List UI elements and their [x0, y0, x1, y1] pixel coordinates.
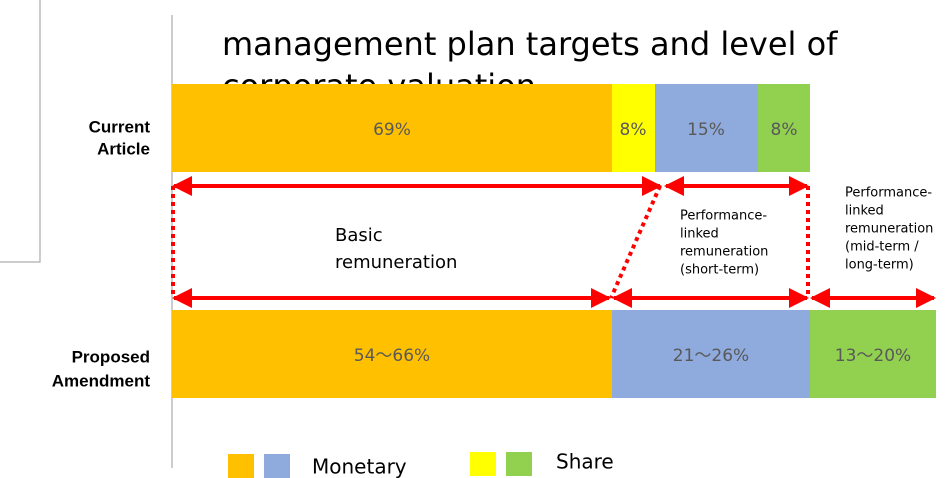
segment-label: 8%	[771, 120, 798, 140]
annotation: (short-term)	[680, 263, 759, 278]
legend-label: Share	[556, 450, 614, 474]
segment-label: 15%	[687, 120, 725, 140]
annotation: Performance-	[845, 186, 932, 201]
annotation: (mid-term /	[845, 240, 919, 255]
annotation: remuneration	[680, 245, 768, 260]
legend-label: Monetary	[312, 455, 407, 478]
row-label: Article	[97, 139, 150, 158]
row-label: Amendment	[52, 371, 151, 390]
arrows	[171, 176, 936, 308]
segment-label: 54～66%	[354, 346, 430, 366]
segment	[612, 84, 655, 172]
legend-swatch	[264, 454, 290, 478]
title: management plan targets and level of	[222, 25, 838, 63]
segment	[612, 310, 810, 398]
legend-swatch	[228, 454, 254, 478]
segment-label: 13～20%	[835, 346, 911, 366]
segment	[810, 310, 936, 398]
annotation: long-term)	[845, 258, 914, 273]
annotation: remuneration	[845, 222, 933, 237]
box-edge	[0, 0, 41, 263]
annotation: linked	[845, 204, 884, 219]
segment-label: 8%	[620, 120, 647, 140]
segment	[172, 84, 612, 172]
segment-label: 69%	[373, 120, 411, 140]
segment	[655, 84, 758, 172]
annotation: linked	[680, 227, 719, 242]
legend-swatch	[506, 452, 532, 476]
segment-label: 21～26%	[673, 346, 749, 366]
annotation: Performance-	[680, 209, 767, 224]
segment	[172, 310, 612, 398]
row-label: Current	[89, 117, 151, 136]
annotation: remuneration	[335, 252, 457, 273]
dotted-line	[609, 185, 662, 299]
row-label: Proposed	[72, 347, 150, 366]
segment	[758, 84, 810, 172]
annotation: Basic	[335, 225, 383, 246]
legend-swatch	[470, 452, 496, 476]
